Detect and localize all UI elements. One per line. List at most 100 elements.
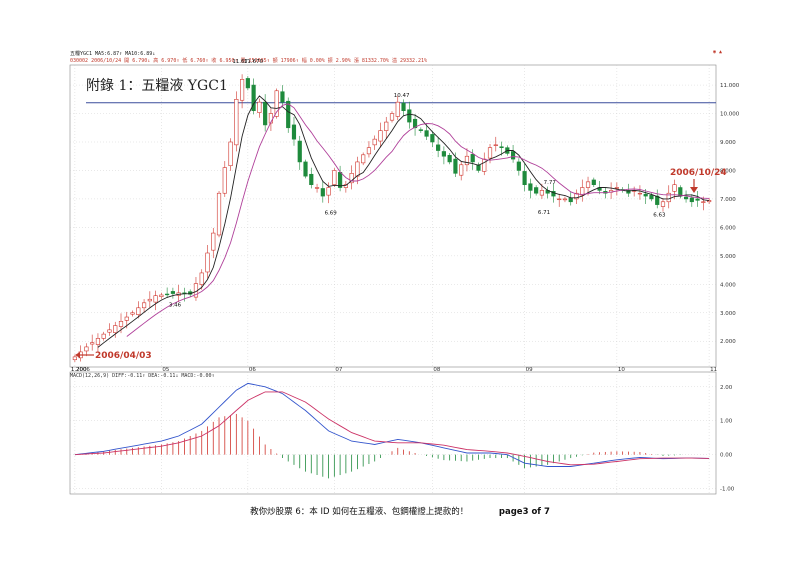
- candle-body: [516, 161, 521, 171]
- price-panel-frame: [69, 64, 717, 368]
- candle-body: [585, 181, 591, 188]
- down-arrow-icon: [690, 187, 698, 193]
- candle-body: [159, 294, 164, 297]
- candle-body: [297, 140, 302, 163]
- candle-body: [695, 198, 700, 201]
- price-label: 6.69: [325, 211, 338, 217]
- candle-body: [672, 184, 677, 192]
- candle-body: [649, 194, 654, 200]
- candle-body: [476, 164, 481, 171]
- candle-body: [482, 158, 487, 172]
- price-tick-label: 7.000: [720, 197, 736, 203]
- date-axis: 2006 05 06 07 08 09 10 11: [74, 65, 717, 494]
- macd-tick-label: 1.00: [720, 419, 733, 425]
- date-tick-label: 05: [162, 367, 169, 373]
- candle-body: [522, 171, 527, 185]
- candle-body: [430, 134, 435, 143]
- price-label: 1.200: [71, 367, 87, 373]
- candle-body: [165, 293, 170, 296]
- end-date-label: 2006/10/24: [670, 168, 727, 178]
- macd-grid: [70, 386, 716, 489]
- candle-body: [689, 197, 694, 203]
- price-tick-label: 3.000: [720, 311, 736, 317]
- price-tick-label: 6.000: [720, 225, 736, 231]
- candle-body: [107, 329, 112, 333]
- stock-name-line: 五糧YGC1 MA5:6.87↑ MA10:6.89↓: [70, 50, 155, 57]
- candle-body: [118, 321, 124, 327]
- price-tick-label: 8.000: [720, 168, 736, 174]
- candle-body: [355, 161, 360, 177]
- candle-body: [303, 161, 308, 177]
- candle-body: [240, 79, 245, 101]
- date-tick-label: 07: [335, 367, 342, 373]
- macd-tick-label: 0.00: [720, 453, 733, 459]
- macd-y-axis: -1.00 0.00 1.00 2.00: [720, 385, 735, 493]
- page-footer: 教你炒股票 6：本 ID 如何在五糧液、包鋼權證上提款的！ page3 of 7: [0, 505, 800, 517]
- candle-body: [447, 154, 452, 163]
- footer-text: 教你炒股票 6：本 ID 如何在五糧液、包鋼權證上提款的！: [250, 507, 469, 517]
- price-tick-label: 10.000: [720, 112, 740, 118]
- candle-body: [245, 78, 250, 89]
- price-tick-label: 9.000: [720, 140, 736, 146]
- candle-body: [493, 144, 498, 146]
- candle-body: [534, 187, 539, 194]
- candle-body: [401, 102, 406, 111]
- quote-line: 030002 2006/10/24 開 6.790↓ 高 6.970↑ 低 6.…: [70, 57, 427, 64]
- price-tick-label: 11.000: [720, 83, 740, 89]
- price-label: 11.670: [244, 59, 264, 65]
- candle-body: [436, 144, 441, 151]
- end-date-annotation: 2006/10/24: [670, 168, 727, 193]
- candle-body: [666, 192, 671, 203]
- candle-body: [395, 101, 400, 117]
- candle-body: [280, 91, 285, 103]
- candle-body: [326, 187, 331, 196]
- candle-body: [101, 333, 106, 339]
- candle-body: [130, 312, 135, 315]
- candle-body: [539, 190, 544, 196]
- candle-body: [320, 188, 325, 197]
- candle-body: [216, 192, 222, 236]
- start-date-annotation: 2006/04/03: [75, 351, 152, 361]
- candle-body: [286, 100, 291, 129]
- candle-body: [234, 99, 239, 146]
- ma5-line: [97, 95, 710, 348]
- candle-body: [124, 316, 129, 321]
- candle-body: [211, 232, 216, 251]
- candle-body: [614, 187, 619, 189]
- candle-body: [626, 190, 631, 194]
- candle-body: [528, 183, 533, 191]
- candle-body: [418, 129, 423, 131]
- ma10-line: [126, 103, 710, 337]
- price-tick-label: 2.000: [720, 339, 736, 345]
- candle-body: [147, 298, 152, 302]
- candle-body: [95, 338, 101, 345]
- candle-body: [412, 118, 418, 129]
- price-grid: [70, 84, 716, 342]
- candle-body: [205, 252, 210, 273]
- candle-body: [655, 195, 660, 205]
- candle-body: [470, 154, 475, 163]
- candle-body: [72, 356, 77, 361]
- scroll-marker-icon[interactable]: ◉ ▲: [713, 49, 722, 55]
- candle-body: [84, 346, 89, 352]
- candle-body: [378, 130, 383, 142]
- candle-body: [343, 184, 348, 188]
- candle-body: [332, 170, 337, 185]
- candle-body: [487, 147, 493, 159]
- macd-tick-label: -1.00: [720, 487, 735, 493]
- price-tick-label: 5.000: [720, 254, 736, 260]
- candle-body: [366, 147, 372, 155]
- candle-body: [199, 272, 204, 285]
- candle-body: [568, 197, 573, 203]
- price-label: 7.77: [544, 180, 557, 186]
- date-tick-label: 11: [710, 367, 717, 373]
- candle-body: [580, 187, 585, 196]
- candle-body: [660, 201, 666, 207]
- candle-body: [113, 325, 118, 333]
- candle-body: [251, 84, 256, 111]
- diff-line: [74, 382, 710, 467]
- candle-body: [222, 167, 227, 194]
- candle-body: [562, 198, 568, 201]
